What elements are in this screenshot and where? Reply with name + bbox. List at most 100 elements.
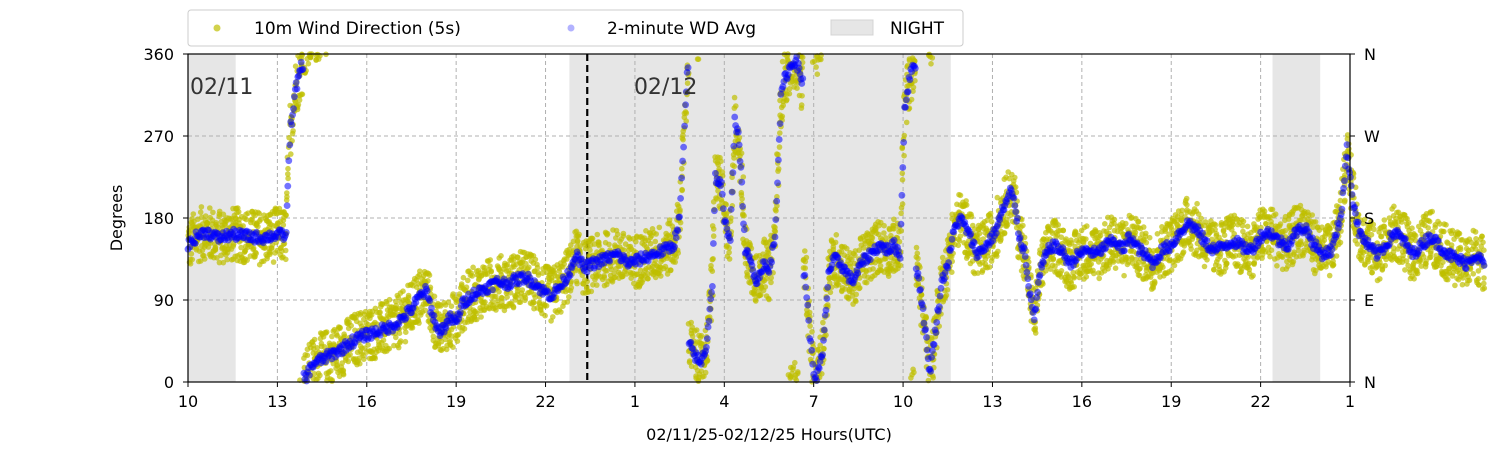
point-5s <box>1409 225 1415 231</box>
point-5s <box>474 310 480 317</box>
point-5s <box>1058 268 1065 274</box>
point-5s <box>1459 281 1466 288</box>
point-5s <box>1337 239 1344 246</box>
point-5s <box>765 295 772 302</box>
point-2min-avg <box>606 257 614 265</box>
point-5s <box>1326 272 1333 279</box>
point-5s <box>1370 221 1377 228</box>
point-5s <box>744 272 751 278</box>
point-5s <box>403 329 409 336</box>
point-5s <box>698 368 705 375</box>
point-5s <box>1425 225 1431 231</box>
point-5s <box>870 266 876 272</box>
point-5s <box>454 338 461 345</box>
point-5s <box>1440 259 1446 266</box>
point-2min-avg <box>682 88 690 96</box>
point-5s <box>753 298 759 304</box>
point-5s <box>679 187 685 194</box>
point-5s <box>1274 263 1280 269</box>
point-5s <box>988 218 995 225</box>
point-5s <box>881 222 887 229</box>
point-5s <box>762 284 769 290</box>
point-5s <box>329 378 335 384</box>
point-5s <box>827 289 834 296</box>
point-5s <box>558 309 564 315</box>
point-2min-avg <box>283 202 291 210</box>
point-5s <box>539 270 546 277</box>
point-5s <box>526 264 532 271</box>
point-5s <box>710 255 716 262</box>
point-5s <box>556 268 563 274</box>
point-5s <box>786 90 793 97</box>
point-5s <box>190 211 197 217</box>
point-5s <box>1250 272 1256 279</box>
point-5s <box>1220 227 1227 233</box>
point-5s <box>1244 223 1251 230</box>
point-5s <box>1216 263 1222 270</box>
point-5s <box>1223 260 1230 267</box>
point-5s <box>881 230 887 236</box>
point-5s <box>474 316 480 323</box>
point-5s <box>1068 280 1075 286</box>
point-5s <box>1204 257 1210 263</box>
point-5s <box>1137 265 1143 272</box>
point-5s <box>736 134 743 141</box>
point-5s <box>726 256 733 262</box>
point-5s <box>1405 262 1411 269</box>
point-5s <box>425 278 431 284</box>
point-5s <box>809 329 815 335</box>
point-5s <box>689 333 696 339</box>
point-5s <box>396 330 403 337</box>
point-2min-avg <box>412 299 420 306</box>
point-5s <box>1110 259 1117 265</box>
point-5s <box>658 273 664 279</box>
point-5s <box>1368 254 1374 261</box>
point-5s <box>290 128 296 134</box>
point-5s <box>847 263 854 270</box>
point-5s <box>445 299 452 306</box>
point-5s <box>1368 231 1375 238</box>
point-5s <box>315 56 322 62</box>
point-5s <box>899 177 906 183</box>
point-5s <box>478 314 484 320</box>
point-5s <box>1473 236 1479 242</box>
point-5s <box>1251 261 1257 267</box>
point-5s <box>813 64 819 70</box>
point-2min-avg <box>697 360 705 368</box>
point-5s <box>574 280 580 287</box>
point-5s <box>535 269 541 276</box>
point-5s <box>758 292 764 298</box>
point-2min-avg <box>295 72 303 80</box>
point-5s <box>1481 280 1487 287</box>
point-5s <box>235 209 242 215</box>
point-5s <box>1128 254 1135 261</box>
point-5s <box>1282 227 1289 234</box>
point-5s <box>596 242 602 249</box>
point-5s <box>899 170 906 177</box>
point-5s <box>498 253 504 259</box>
point-5s <box>698 332 705 339</box>
point-5s <box>1312 219 1319 225</box>
point-5s <box>1084 223 1090 229</box>
point-5s <box>1481 275 1487 281</box>
point-5s <box>608 266 615 273</box>
point-5s <box>1313 267 1319 274</box>
point-2min-avg <box>457 308 464 316</box>
point-2min-avg <box>674 227 682 235</box>
point-5s <box>299 91 306 98</box>
point-5s <box>380 337 387 344</box>
point-5s <box>1106 262 1113 268</box>
point-5s <box>1476 282 1482 288</box>
point-5s <box>1310 224 1316 230</box>
point-5s <box>877 263 884 269</box>
point-5s <box>288 151 294 157</box>
point-5s <box>256 210 263 217</box>
point-5s <box>430 333 437 340</box>
point-5s <box>204 220 211 226</box>
point-5s <box>709 268 716 275</box>
point-5s <box>1060 227 1067 234</box>
point-5s <box>253 250 259 257</box>
point-5s <box>356 355 362 362</box>
point-5s <box>915 255 921 262</box>
point-5s <box>1361 216 1368 223</box>
